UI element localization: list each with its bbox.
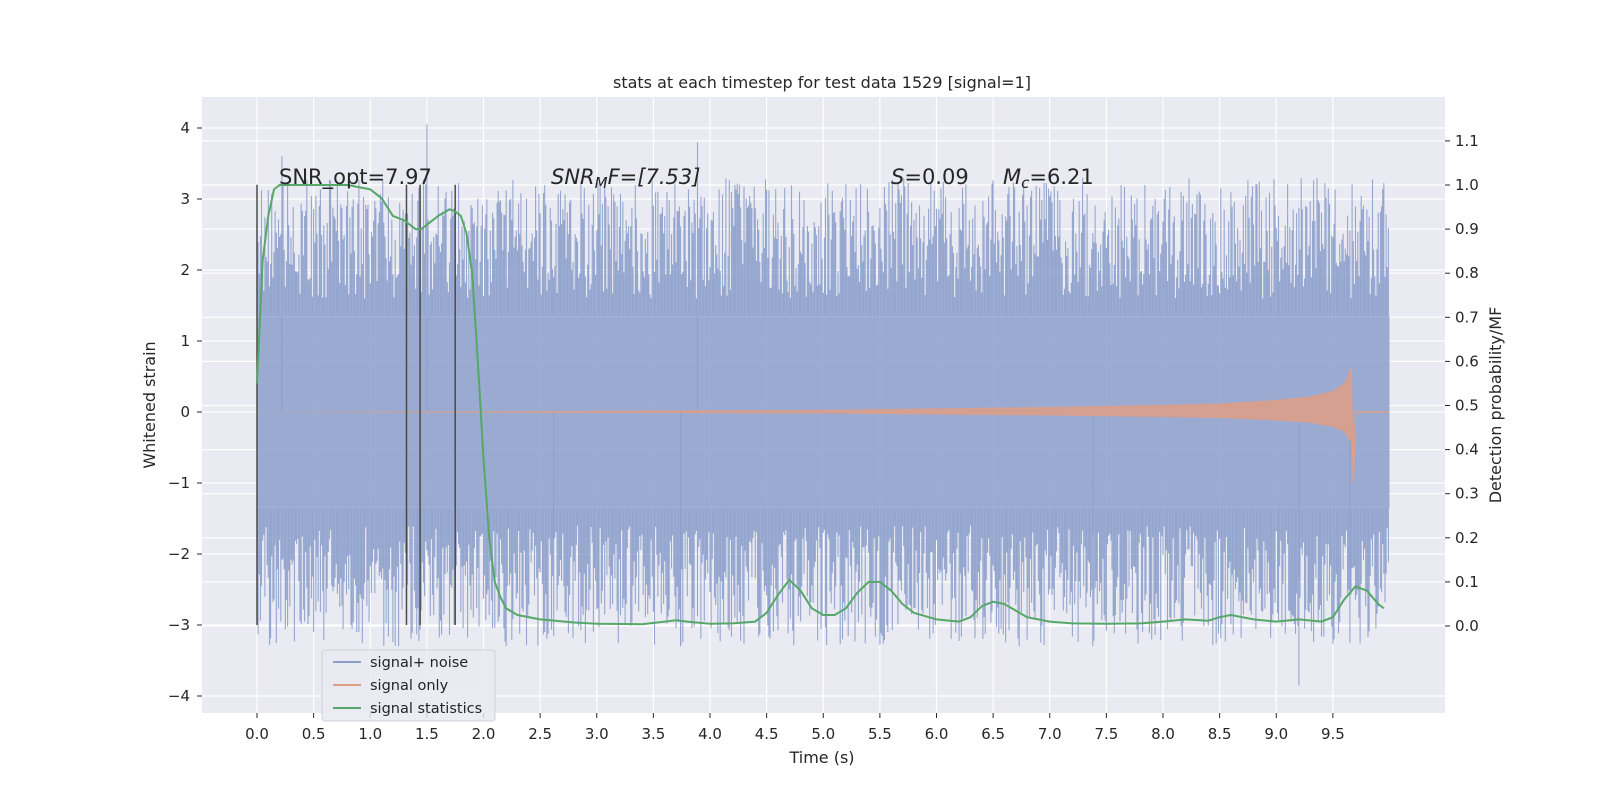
y2-tick-label: 0.4 <box>1455 441 1479 459</box>
x-tick-label: 9.5 <box>1321 725 1345 743</box>
y2-tick-label: 0.0 <box>1455 617 1479 635</box>
y2-tick-label: 0.2 <box>1455 529 1479 547</box>
y2-tick-label: 0.5 <box>1455 397 1479 415</box>
y-tick-label: 4 <box>180 119 190 137</box>
y2-tick-label: 0.3 <box>1455 485 1479 503</box>
y-tick-label: 3 <box>180 190 190 208</box>
x-tick-label: 8.5 <box>1208 725 1232 743</box>
y-tick-label: 0 <box>180 403 190 421</box>
y-tick-label: −2 <box>168 545 190 563</box>
annotation-snr-mf-value: F=[7.53] <box>608 165 701 189</box>
annotation-mc: Mc=6.21 <box>1003 165 1094 192</box>
legend-box <box>321 649 496 722</box>
x-axis-label: Time (s) <box>788 748 854 767</box>
x-tick-label: 3.0 <box>585 725 609 743</box>
x-tick-label: 2.5 <box>528 725 552 743</box>
y-axis-label: Whitened strain <box>140 341 159 468</box>
y2-tick-label: 0.9 <box>1455 220 1479 238</box>
signal-merger <box>1350 367 1390 482</box>
series-signal-statistics <box>256 184 1385 626</box>
y-tick-label: −3 <box>168 616 190 634</box>
y2-axis-ticks: 1.1 1.0 0.9 0.8 0.7 0.6 0.5 0.4 0.3 0.2 0.1 0.0 <box>1445 132 1479 635</box>
y2-tick-label: 0.8 <box>1455 264 1479 282</box>
annotation-mc-subscript: c <box>1021 174 1030 192</box>
y-axis-ticks: 4 3 2 1 0 −1 −2 −3 −4 <box>168 119 202 705</box>
y2-tick-label: 1.0 <box>1455 176 1479 194</box>
chart-title: stats at each timestep for test data 152… <box>613 73 1031 92</box>
y-tick-label: −4 <box>168 687 190 705</box>
annotation-mc-symbol: M <box>1003 165 1021 189</box>
x-tick-label: 0.5 <box>302 725 326 743</box>
x-tick-label: 4.0 <box>698 725 722 743</box>
y-tick-label: 1 <box>180 332 190 350</box>
x-tick-label: 3.5 <box>641 725 665 743</box>
statistics-line <box>256 184 1385 626</box>
vertical-markers <box>256 184 456 625</box>
x-tick-label: 0.0 <box>245 725 269 743</box>
x-tick-label: 6.0 <box>925 725 949 743</box>
y-tick-label: −1 <box>168 474 190 492</box>
series-signal-only <box>257 367 1390 482</box>
annotation-s-value: =0.09 <box>904 165 968 189</box>
annotation-snr-opt: SNR_opt=7.97 <box>279 165 432 190</box>
legend-label-signal-only: signal only <box>370 678 449 694</box>
x-axis-ticks: 0.0 0.5 1.0 1.5 2.0 2.5 3.0 3.5 4.0 4.5 5.0 5.5 6.0 6… <box>245 713 1345 743</box>
annotation-s: S=0.09 <box>891 165 969 189</box>
y2-tick-label: 1.1 <box>1455 132 1479 150</box>
legend: signal+ noise signal only signal statist… <box>321 649 496 722</box>
annotation-mc-value: =6.21 <box>1029 165 1093 189</box>
legend-label-signal-statistics: signal statistics <box>370 701 482 717</box>
annotation-s-symbol: S <box>891 165 904 189</box>
x-tick-label: 1.0 <box>358 725 382 743</box>
x-tick-label: 4.5 <box>755 725 779 743</box>
x-tick-label: 2.0 <box>472 725 496 743</box>
x-tick-label: 8.0 <box>1151 725 1175 743</box>
x-tick-label: 5.0 <box>811 725 835 743</box>
y-tick-label: 2 <box>180 261 190 279</box>
y2-tick-label: 0.7 <box>1455 308 1479 326</box>
y2-tick-label: 0.6 <box>1455 352 1479 370</box>
y2-tick-label: 0.1 <box>1455 573 1479 591</box>
x-tick-label: 7.5 <box>1094 725 1118 743</box>
annotation-snr-mf-symbol: SNR <box>551 165 595 189</box>
y2-axis-label: Detection probability/MF <box>1486 307 1505 504</box>
x-tick-label: 6.5 <box>981 725 1005 743</box>
annotation-snr-mf: SNRMF=[7.53] <box>551 165 700 192</box>
x-tick-label: 7.0 <box>1038 725 1062 743</box>
annotation-snr-mf-subscript: M <box>595 174 608 192</box>
x-tick-label: 9.0 <box>1264 725 1288 743</box>
x-tick-label: 1.5 <box>415 725 439 743</box>
legend-label-signal-noise: signal+ noise <box>370 655 468 671</box>
x-tick-label: 5.5 <box>868 725 892 743</box>
